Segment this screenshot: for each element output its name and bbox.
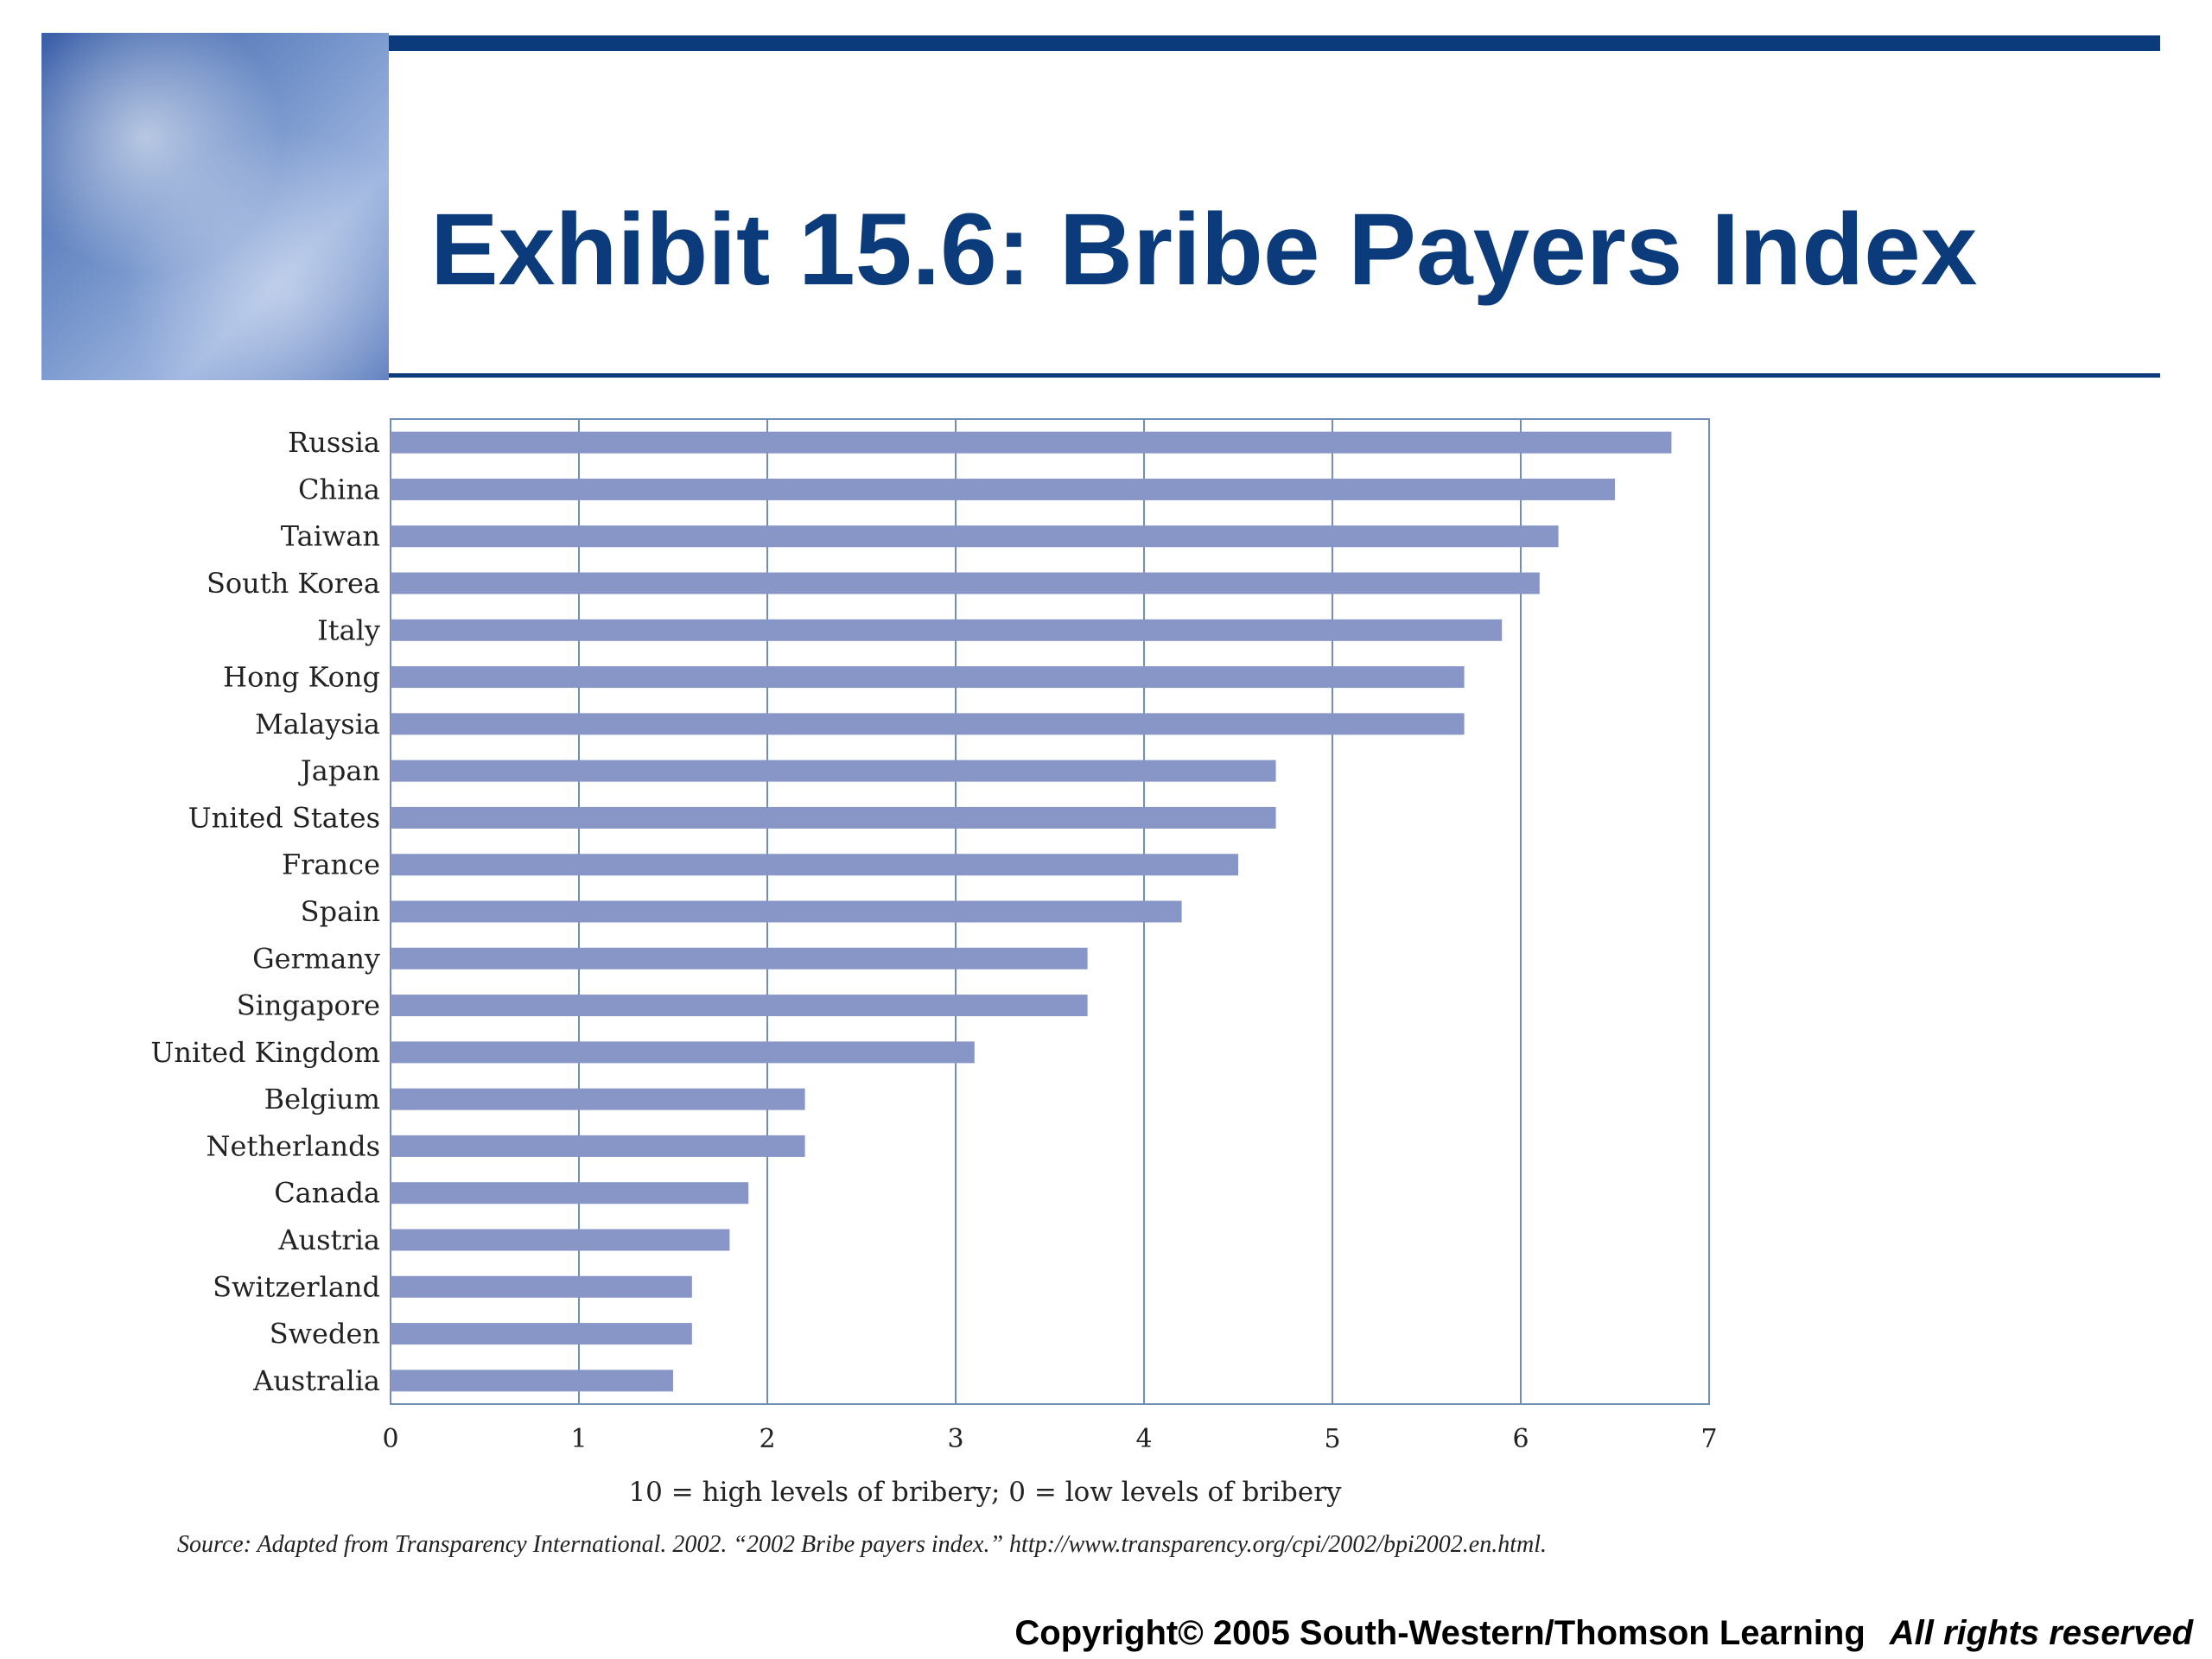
- x-tick-label: 1: [570, 1424, 587, 1454]
- header-globe-image: [41, 33, 389, 380]
- bar: [391, 1323, 692, 1345]
- bar-chart: Russia China Taiwan South Korea Italy Hong Ko…: [150, 418, 1718, 1508]
- x-tick-label: 6: [1512, 1424, 1529, 1454]
- category-label: United Kingdom: [150, 1036, 380, 1069]
- x-tick-label: 7: [1700, 1424, 1717, 1454]
- header-top-rule: [389, 35, 2160, 51]
- copyright-text: Copyright© 2005 South-Western/Thomson Le…: [1014, 1614, 1866, 1652]
- category-label: Switzerland: [213, 1270, 380, 1303]
- category-label: France: [282, 849, 380, 881]
- bar: [391, 525, 1559, 548]
- bar: [391, 806, 1276, 829]
- rights-text: All rights reserved: [1889, 1614, 2193, 1652]
- category-label: Canada: [274, 1177, 380, 1210]
- bar: [391, 900, 1182, 923]
- x-tick-label: 3: [947, 1424, 963, 1454]
- category-label: Belgium: [264, 1083, 380, 1116]
- copyright-line: Copyright© 2005 South-Western/Thomson Le…: [1014, 1614, 2193, 1653]
- category-label: Taiwan: [281, 520, 380, 553]
- bar: [391, 619, 1503, 641]
- source-note: Source: Adapted from Transparency Intern…: [177, 1531, 1548, 1558]
- x-tick-label: 4: [1135, 1424, 1152, 1454]
- bar: [391, 1370, 673, 1392]
- bar: [391, 1275, 692, 1298]
- x-tick-label: 5: [1324, 1424, 1340, 1454]
- category-label: Austria: [277, 1224, 380, 1256]
- category-label: Hong Kong: [223, 661, 380, 694]
- category-label: Italy: [317, 613, 380, 646]
- category-label: Germany: [252, 942, 380, 975]
- bar: [391, 1135, 805, 1157]
- bar: [391, 1182, 749, 1205]
- x-axis-label: 10 = high levels of bribery; 0 = low lev…: [628, 1477, 1342, 1508]
- header-bottom-rule: [389, 373, 2160, 378]
- bar: [391, 1041, 975, 1064]
- category-label: Russia: [288, 426, 380, 459]
- bar: [391, 478, 1615, 500]
- category-label: Sweden: [270, 1318, 380, 1351]
- x-tick-label: 0: [382, 1424, 398, 1454]
- category-label: Netherlands: [207, 1129, 380, 1162]
- category-label: China: [298, 473, 380, 505]
- category-label: United States: [188, 801, 380, 834]
- bar: [391, 572, 1540, 594]
- bar: [391, 1088, 805, 1110]
- category-label: Spain: [301, 895, 380, 928]
- category-label: Malaysia: [255, 708, 380, 741]
- page-title: Exhibit 15.6: Bribe Payers Index: [430, 193, 1978, 307]
- bar: [391, 760, 1276, 782]
- bar: [391, 1229, 730, 1251]
- bar: [391, 947, 1088, 969]
- category-label: Singapore: [237, 989, 380, 1022]
- bar: [391, 431, 1672, 454]
- category-label: South Korea: [207, 567, 380, 600]
- category-label: Australia: [252, 1364, 380, 1397]
- bar: [391, 854, 1238, 876]
- bar: [391, 666, 1465, 689]
- x-tick-label: 2: [759, 1424, 775, 1454]
- bar: [391, 713, 1465, 735]
- bar: [391, 995, 1088, 1017]
- category-label: Japan: [298, 754, 380, 787]
